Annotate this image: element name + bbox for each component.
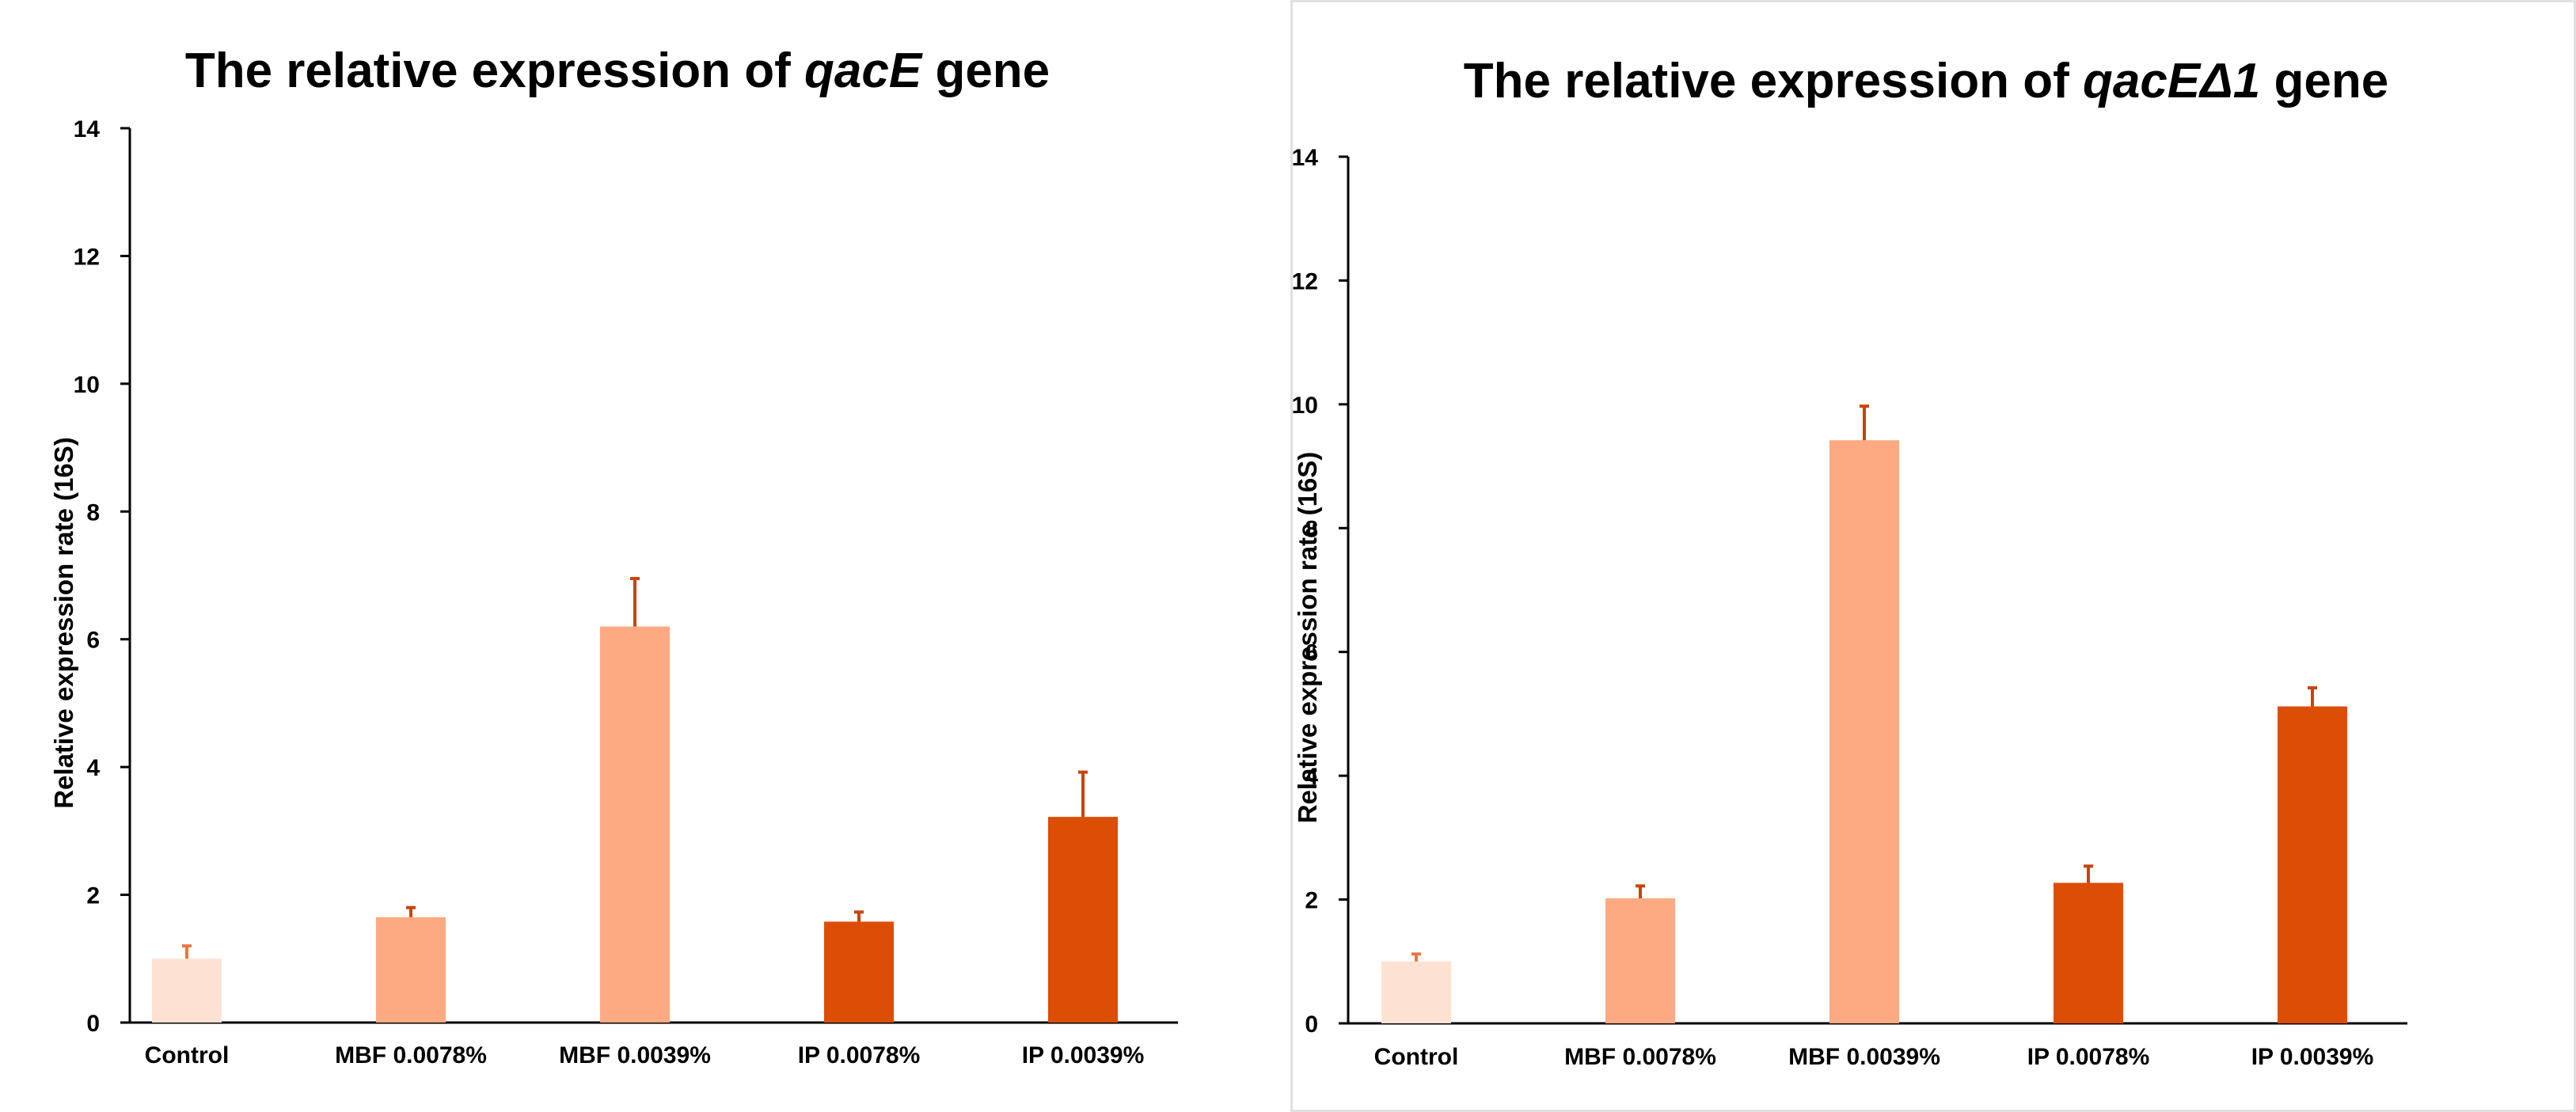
- bar: [152, 958, 222, 1023]
- bar: [2054, 882, 2123, 1023]
- y-axis-title: Relative expression rate (16S): [1293, 452, 1322, 824]
- y-tick-label: 14: [1293, 145, 1318, 171]
- bar: [2278, 706, 2347, 1023]
- x-category-label: IP 0.0039%: [2251, 1044, 2374, 1070]
- bar: [376, 917, 446, 1023]
- y-tick-label: 14: [74, 116, 101, 142]
- y-tick-label: 4: [1305, 764, 1318, 790]
- bar: [824, 921, 894, 1023]
- x-category-label: MBF 0.0078%: [335, 1042, 487, 1068]
- chart-title: The relative expression of qacEΔ1 gene: [1464, 54, 2388, 108]
- chart-title-suffix: gene: [921, 44, 1050, 98]
- x-category-label: MBF 0.0039%: [559, 1042, 711, 1068]
- chart-panel-qace: The relative expression of qacE gene 0 2 4 6…: [0, 0, 1271, 1112]
- y-tick-label: 4: [86, 755, 100, 781]
- chart-title-suffix: gene: [2260, 54, 2388, 108]
- chart-title: The relative expression of qacE gene: [185, 44, 1050, 98]
- bar: [1381, 961, 1451, 1023]
- bar: [600, 626, 670, 1023]
- x-category-label: IP 0.0039%: [1022, 1042, 1145, 1068]
- x-category-label: MBF 0.0039%: [1788, 1044, 1940, 1070]
- x-category-label: Control: [145, 1042, 230, 1068]
- x-category-label: Control: [1374, 1044, 1459, 1070]
- chart-title-prefix: The relative expression of: [185, 44, 804, 98]
- y-tick-label: 10: [1293, 393, 1318, 419]
- y-tick-label: 10: [74, 372, 100, 398]
- chart-title-gene: qacE: [804, 44, 923, 98]
- y-tick-label: 2: [1305, 888, 1318, 914]
- y-tick-label: 0: [86, 1011, 100, 1037]
- chart-qace-delta1: The relative expression of qacEΔ1 gene 0 2…: [1293, 54, 2407, 1070]
- y-tick-label: 6: [86, 628, 100, 654]
- y-tick-label: 12: [74, 244, 100, 270]
- y-tick-label: 8: [1305, 516, 1318, 542]
- chart-panel-qace-delta1: The relative expression of qacEΔ1 gene 0 2…: [1290, 0, 2576, 1112]
- chart-title-prefix: The relative expression of: [1464, 54, 2083, 108]
- x-category-label: IP 0.0078%: [798, 1042, 921, 1068]
- bar: [1048, 817, 1118, 1023]
- y-tick-label: 6: [1305, 640, 1318, 666]
- y-axis-title: Relative expression rate (16S): [49, 437, 78, 809]
- y-tick-label: 8: [86, 499, 100, 526]
- x-category-label: IP 0.0078%: [2027, 1044, 2150, 1070]
- chart-qace: The relative expression of qacE gene 0 2 4 6…: [49, 44, 1178, 1068]
- x-category-label: MBF 0.0078%: [1564, 1044, 1716, 1070]
- bar: [1829, 440, 1899, 1023]
- y-tick-label: 12: [1293, 268, 1318, 294]
- y-tick-label: 0: [1305, 1011, 1318, 1038]
- chart-title-gene: qacEΔ1: [2083, 54, 2260, 108]
- bar: [1605, 898, 1675, 1023]
- y-tick-label: 2: [86, 883, 100, 909]
